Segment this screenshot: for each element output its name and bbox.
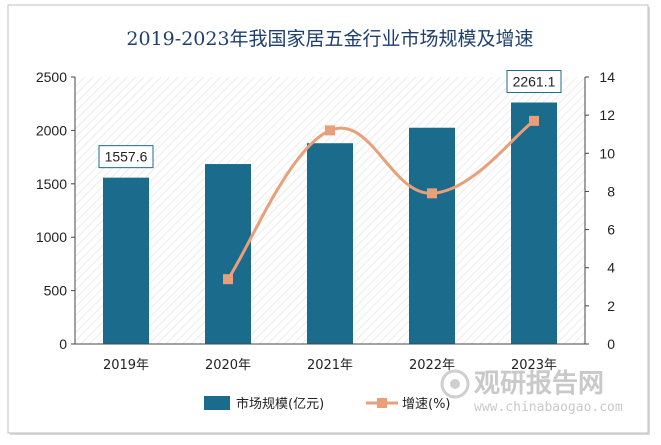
watermark-en: www.chinabaogao.com xyxy=(474,400,623,415)
growth-line xyxy=(226,119,535,281)
right-tick-label-3: 6 xyxy=(607,222,615,238)
data-labels-group: 1557.6 2261.1 xyxy=(98,70,562,169)
bar-4 xyxy=(511,102,557,344)
watermark-logo-icon xyxy=(440,369,470,399)
data-label-box-0 xyxy=(98,145,154,169)
left-axis: 0 500 1000 1500 2000 2500 xyxy=(36,69,76,352)
right-tick-label-5: 10 xyxy=(599,145,615,161)
x-tick-label-1: 2020年 xyxy=(205,358,251,373)
right-tick-label-6: 12 xyxy=(599,107,615,123)
bar-3 xyxy=(409,127,455,344)
watermark-logo-dot xyxy=(450,379,460,389)
left-tick-label-1: 500 xyxy=(44,283,68,299)
legend-swatch-bar xyxy=(204,396,230,410)
x-tick-label-2: 2021年 xyxy=(307,358,353,373)
data-label-0: 1557.6 xyxy=(105,149,148,165)
bars-group xyxy=(103,102,557,344)
left-tick-label-3: 1500 xyxy=(36,176,67,192)
right-tick-label-1: 2 xyxy=(607,298,615,314)
growth-point-0 xyxy=(223,274,233,285)
right-axis: 0 2 4 6 8 10 12 14 xyxy=(584,69,615,352)
growth-point-2 xyxy=(427,188,437,199)
bar-0 xyxy=(103,177,149,344)
legend-label-bar: 市场规模(亿元) xyxy=(236,396,324,412)
growth-point-3 xyxy=(529,115,539,126)
x-axis: 2019年 2020年 2021年 2022年 2023年 xyxy=(75,343,585,373)
left-tick-label-0: 0 xyxy=(59,336,67,352)
x-tick-label-4: 2023年 xyxy=(511,358,557,373)
growth-line-group xyxy=(223,115,539,285)
data-label-box-4 xyxy=(506,70,562,94)
left-tick-label-5: 2500 xyxy=(36,69,67,85)
watermark-cn: 观研报告网 xyxy=(474,368,604,399)
legend-label-line: 增速(%) xyxy=(402,397,451,412)
chart-title: 2019-2023年我国家居五金行业市场规模及增速 xyxy=(126,28,533,50)
left-tick-label-4: 2000 xyxy=(36,122,67,138)
data-label-4: 2261.1 xyxy=(513,74,556,90)
x-tick-label-0: 2019年 xyxy=(103,358,149,373)
growth-point-1 xyxy=(325,125,335,136)
legend-marker-line xyxy=(377,398,387,408)
watermark: 观研报告网 www.chinabaogao.com xyxy=(440,368,623,415)
right-tick-label-7: 14 xyxy=(599,69,615,85)
right-tick-label-2: 4 xyxy=(607,260,615,276)
right-tick-label-0: 0 xyxy=(607,336,615,352)
bar-2 xyxy=(307,143,353,344)
x-tick-label-3: 2022年 xyxy=(409,358,455,373)
legend: 市场规模(亿元) 增速(%) xyxy=(204,396,451,412)
right-tick-label-4: 8 xyxy=(607,183,615,199)
left-tick-label-2: 1000 xyxy=(36,229,67,245)
